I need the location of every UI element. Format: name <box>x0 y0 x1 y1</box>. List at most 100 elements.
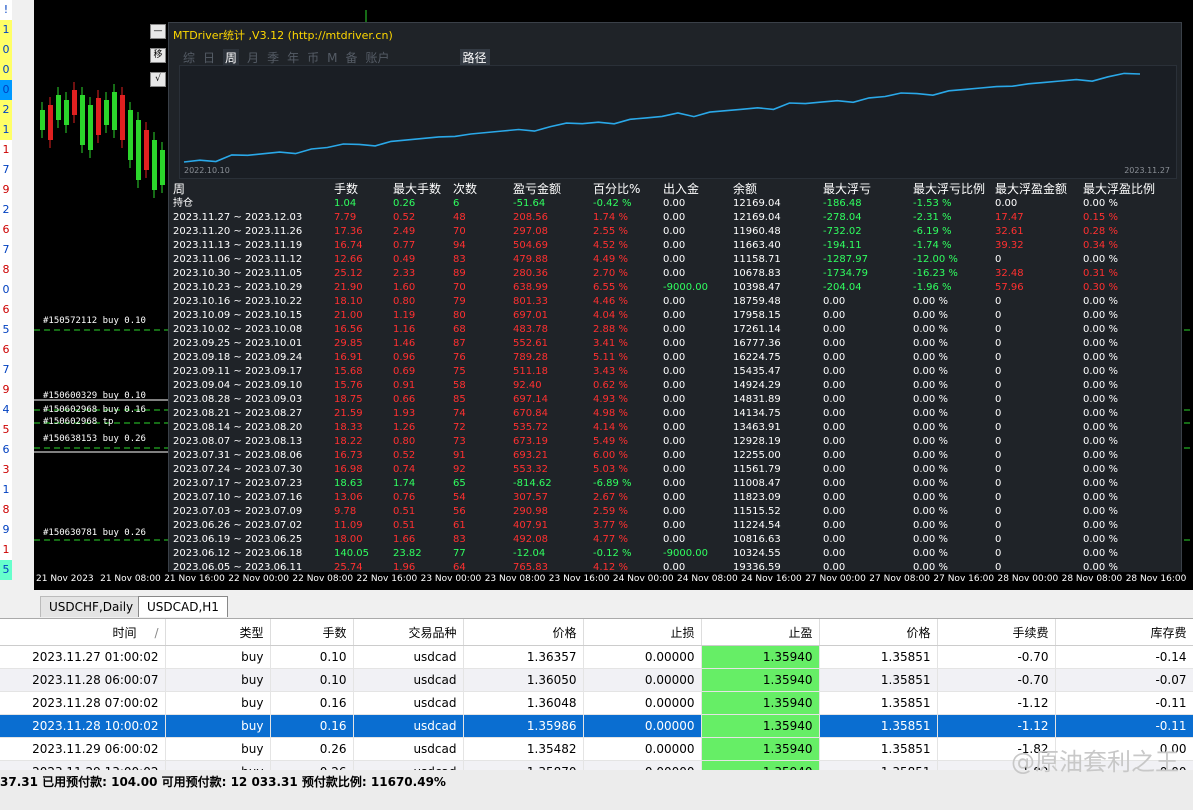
orders-column-header[interactable]: 手续费 <box>937 619 1056 646</box>
orders-column-header[interactable]: 类型 <box>165 619 271 646</box>
order-row[interactable]: 2023.11.28 07:00:02 buy 0.16 usdcad 1.36048 0… <box>0 691 1193 715</box>
stats-cell: 89 <box>453 268 466 279</box>
stats-cell: 0.76 <box>393 492 416 503</box>
left-strip-cell: 0 <box>0 80 12 100</box>
stats-cell: 0.00 % <box>913 562 948 573</box>
orders-column-header[interactable]: 价格 <box>819 619 938 646</box>
stats-cell: 11823.09 <box>733 492 781 503</box>
stats-cell: 0.00 % <box>1083 422 1118 433</box>
order-label: #150638153 buy 0.26 <box>43 434 146 444</box>
check-button[interactable]: √ <box>150 72 166 87</box>
stats-cell: 2023.08.28 ~ 2023.09.03 <box>173 394 303 405</box>
stats-cell: 2023.10.30 ~ 2023.11.05 <box>173 268 303 279</box>
orders-column-header[interactable]: 价格 <box>463 619 584 646</box>
stats-cell: 2023.06.19 ~ 2023.06.25 <box>173 534 303 545</box>
panel-tab-path[interactable]: 路径 <box>459 49 490 66</box>
equity-end-date: 2023.11.27 <box>1124 166 1170 175</box>
panel-tab[interactable]: 月 <box>247 51 260 65</box>
order-cell: usdcad <box>353 714 464 738</box>
order-cell: 1.35851 <box>819 668 938 692</box>
minimize-button[interactable]: — <box>150 24 166 39</box>
stats-cell: 0.74 <box>393 464 416 475</box>
order-row[interactable]: 2023.11.28 10:00:02 buy 0.16 usdcad 1.35986 0… <box>0 714 1193 738</box>
stats-cell: 504.69 <box>513 240 548 251</box>
stats-cell: 0.00 % <box>913 310 948 321</box>
panel-tab[interactable]: 季 <box>267 51 280 65</box>
orders-column-header[interactable]: 时间 / <box>0 619 166 646</box>
stats-row: 2023.10.23 ~ 2023.10.29 21.90 1.60 70 638.99… <box>173 281 1173 295</box>
panel-tab[interactable]: 账户 <box>365 51 390 65</box>
panel-tab[interactable]: 周 <box>223 49 240 66</box>
order-row[interactable]: 2023.11.29 06:00:02 buy 0.26 usdcad 1.35482 0… <box>0 737 1193 761</box>
left-strip-cell: 5 <box>0 420 12 440</box>
panel-tab[interactable]: 综 <box>183 51 196 65</box>
stats-row: 2023.09.11 ~ 2023.09.17 15.68 0.69 75 511.18… <box>173 365 1173 379</box>
stats-cell: 18.22 <box>334 436 363 447</box>
orders-column-header[interactable]: 库存费 <box>1055 619 1193 646</box>
orders-column-header[interactable]: 手数 <box>270 619 354 646</box>
order-cell: 0.00000 <box>583 714 702 738</box>
stats-cell: 5.03 % <box>593 464 628 475</box>
stats-cell: 21.90 <box>334 282 363 293</box>
left-scrollbar[interactable] <box>12 0 35 590</box>
orders-column-header[interactable]: 止损 <box>583 619 702 646</box>
stats-cell: 0.00 <box>823 478 846 489</box>
stats-cell: 10816.63 <box>733 534 781 545</box>
time-axis-tick: 24 Nov 08:00 <box>677 574 738 584</box>
stats-cell: 0.00 % <box>913 352 948 363</box>
order-cell: buy <box>165 645 271 669</box>
stats-cell: 0.00 % <box>913 436 948 447</box>
left-strip-cell: 5 <box>0 560 12 580</box>
orders-column-header[interactable]: 止盈 <box>701 619 820 646</box>
left-strip-cell: 3 <box>0 460 12 480</box>
order-cell: 2023.11.28 06:00:07 <box>0 668 166 692</box>
stats-cell: 17.36 <box>334 226 363 237</box>
stats-cell: 4.77 % <box>593 534 628 545</box>
stats-cell: 0.00 % <box>913 520 948 531</box>
panel-tab[interactable]: 备 <box>345 51 358 65</box>
stats-cell: 7.79 <box>334 212 357 223</box>
orders-column-header[interactable]: 交易品种 <box>353 619 464 646</box>
order-cell: 1.35940 <box>701 668 820 692</box>
stats-cell: 21.00 <box>334 310 363 321</box>
time-axis-tick: 27 Nov 08:00 <box>869 574 930 584</box>
stats-cell: 61 <box>453 520 466 531</box>
stats-cell: 2023.06.12 ~ 2023.06.18 <box>173 548 303 559</box>
panel-tab[interactable]: 日 <box>203 51 216 65</box>
stats-cell: 4.12 % <box>593 562 628 573</box>
tab-usdchf-daily[interactable]: USDCHF,Daily <box>40 596 143 617</box>
panel-tab[interactable]: 币 <box>307 51 320 65</box>
orders-header-label: 止盈 <box>788 625 813 640</box>
stats-cell: 29.85 <box>334 338 363 349</box>
panel-tab[interactable]: M <box>327 51 338 65</box>
order-cell: -0.70 <box>937 645 1056 669</box>
order-row[interactable]: 2023.11.28 06:00:07 buy 0.10 usdcad 1.36050 0… <box>0 668 1193 692</box>
stats-cell: 6 <box>453 198 460 209</box>
panel-tab[interactable]: 年 <box>287 51 300 65</box>
order-cell: 0.10 <box>270 668 354 692</box>
order-label: #150602968 buy 0.16 <box>43 405 146 415</box>
orders-header-label: 时间 <box>112 625 137 640</box>
stats-cell: 16777.36 <box>733 338 781 349</box>
stats-cell: 72 <box>453 422 466 433</box>
order-cell: -0.07 <box>1055 668 1193 692</box>
candle-body <box>40 110 45 130</box>
tab-usdcad-h1[interactable]: USDCAD,H1 <box>138 596 228 617</box>
stats-row: 2023.06.26 ~ 2023.07.02 11.09 0.51 61 407.91… <box>173 519 1173 533</box>
stats-cell: 0.31 % <box>1083 268 1118 279</box>
left-strip-cell: 8 <box>0 260 12 280</box>
stats-cell: 48 <box>453 212 466 223</box>
stats-cell: 0.00 % <box>1083 394 1118 405</box>
stats-cell: 0.00 <box>663 464 686 475</box>
stats-row: 2023.11.13 ~ 2023.11.19 16.74 0.77 94 504.69… <box>173 239 1173 253</box>
stats-cell: 0.30 % <box>1083 282 1118 293</box>
stats-cell: 92 <box>453 464 466 475</box>
stats-cell: 0.00 % <box>1083 324 1118 335</box>
order-row[interactable]: 2023.11.27 01:00:02 buy 0.10 usdcad 1.36357 0… <box>0 645 1193 669</box>
orders-header-label: 手续费 <box>1012 625 1049 640</box>
stats-cell: 64 <box>453 562 466 573</box>
move-button[interactable]: 移 <box>150 48 166 63</box>
stats-cell: -9000.00 <box>663 282 708 293</box>
stats-cell: 0.00 % <box>913 492 948 503</box>
stats-cell: 0.77 <box>393 240 416 251</box>
